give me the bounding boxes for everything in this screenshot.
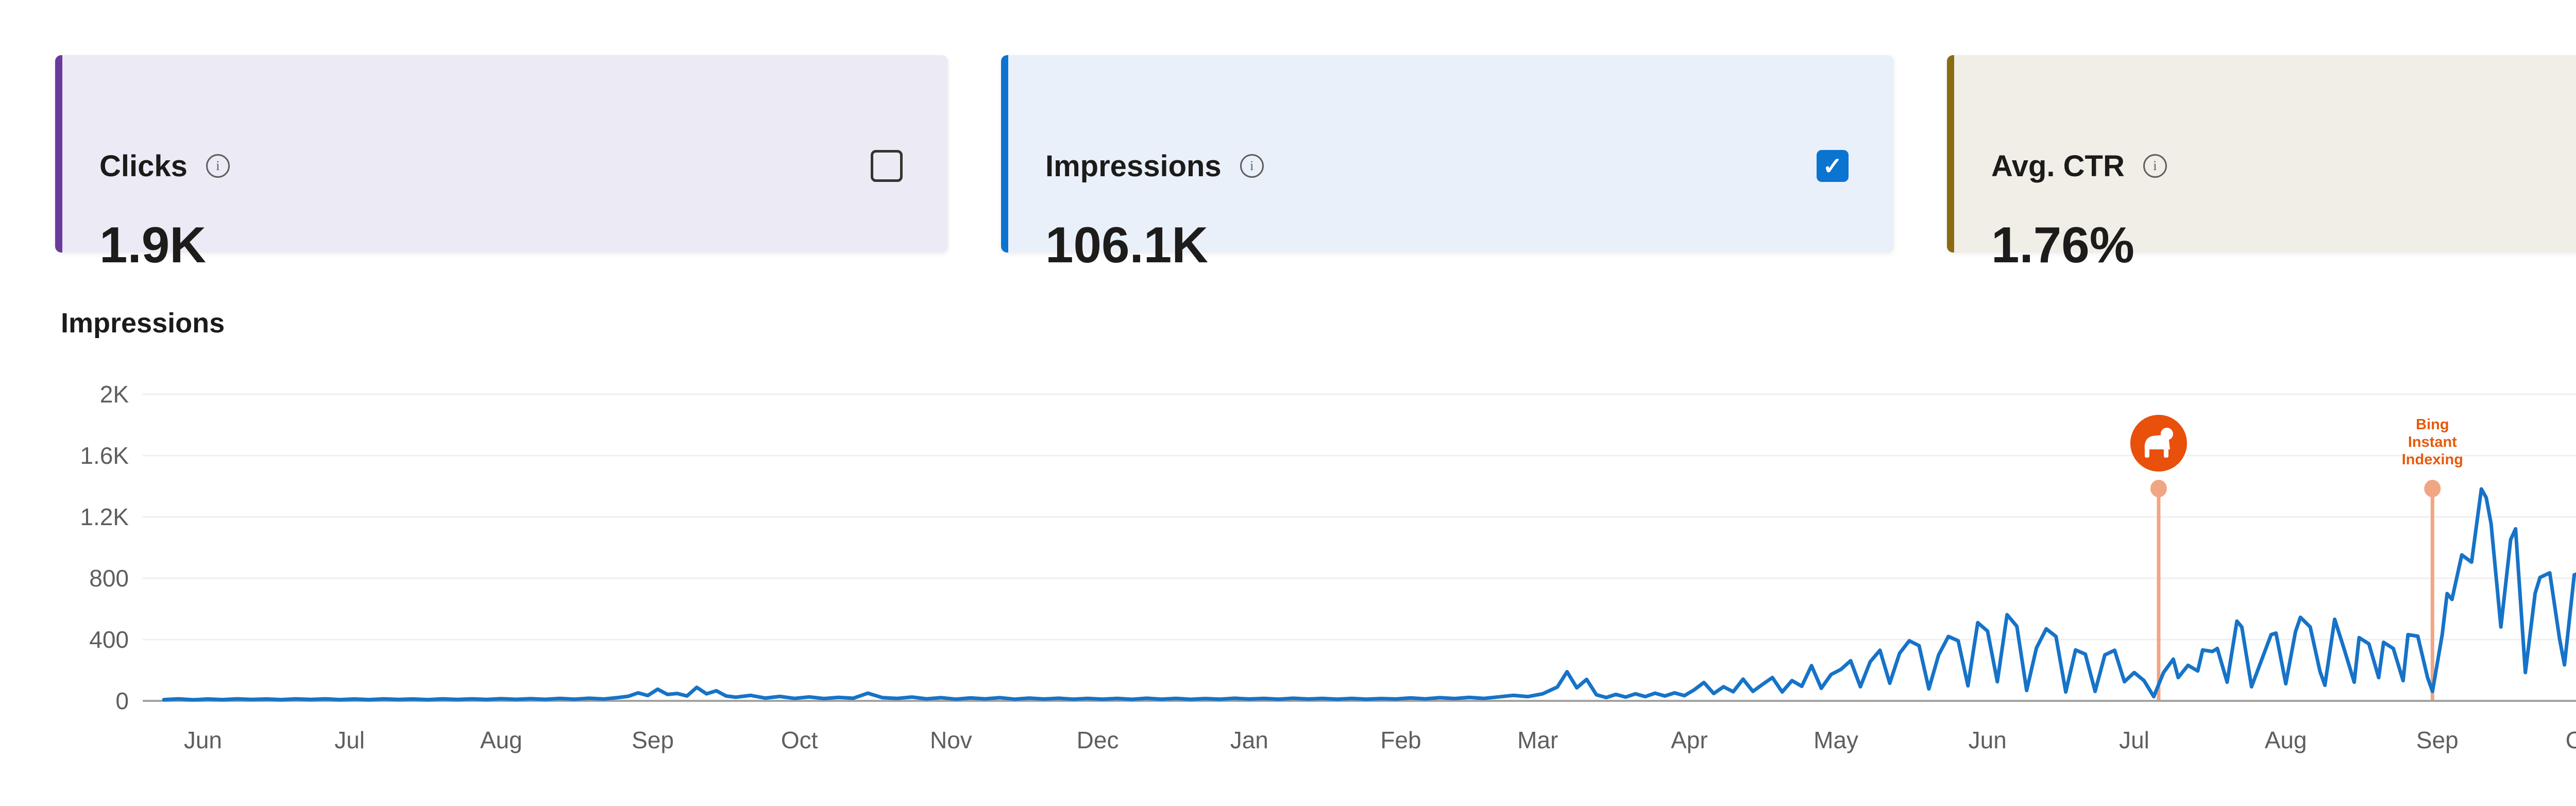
x-tick-label: May — [1814, 727, 1858, 753]
metric-card-clicks[interactable]: Clicks i 1.9K — [55, 55, 948, 273]
annotation-text-label[interactable]: Bing — [2416, 416, 2449, 433]
x-tick-label: Aug — [2265, 727, 2307, 753]
clicks-checkbox[interactable] — [871, 150, 903, 182]
card-value: 1.9K — [99, 216, 207, 273]
card-header-row: Clicks i — [62, 55, 948, 184]
y-tick-label: 0 — [115, 687, 129, 714]
x-tick-label: Feb — [1380, 727, 1421, 753]
baby-crawl-icon — [2163, 448, 2168, 458]
x-tick-label: Jul — [2119, 727, 2149, 753]
info-icon[interactable]: i — [2143, 154, 2167, 178]
x-tick-label: Jan — [1230, 727, 1268, 753]
x-tick-label: Oct — [2566, 727, 2576, 753]
chart-title: Impressions — [61, 308, 225, 339]
x-tick-label: Sep — [2416, 727, 2459, 753]
annotation-pin-head[interactable] — [2424, 480, 2441, 497]
x-tick-label: Apr — [1671, 727, 1708, 753]
annotation-text-label[interactable]: Instant — [2408, 434, 2457, 450]
y-tick-label: 400 — [89, 626, 129, 653]
card-header-row: Avg. CTR i — [1954, 55, 2576, 184]
x-tick-label: Aug — [480, 727, 522, 753]
impressions-checkbox[interactable]: ✓ — [1817, 150, 1849, 182]
baby-crawl-icon — [2144, 448, 2149, 458]
x-tick-label: Sep — [632, 727, 674, 753]
x-tick-label: Mar — [1517, 727, 1558, 753]
impressions-series-line — [162, 487, 2576, 702]
y-tick-label: 1.6K — [80, 442, 129, 469]
y-tick-label: 2K — [100, 381, 129, 408]
metric-card-avg-ctr[interactable]: Avg. CTR i 1.76% — [1947, 55, 2576, 273]
card-header-row: Impressions i ✓ — [1008, 55, 1894, 184]
x-tick-label: Oct — [781, 727, 818, 753]
annotation-pin-head[interactable] — [2150, 480, 2167, 497]
card-value: 1.76% — [1991, 216, 2134, 273]
x-tick-label: Dec — [1077, 727, 1119, 753]
baby-crawl-icon — [2144, 435, 2170, 449]
metric-card-impressions[interactable]: Impressions i ✓ 106.1K — [1001, 55, 1894, 273]
info-icon[interactable]: i — [1240, 154, 1264, 178]
info-icon[interactable]: i — [206, 154, 230, 178]
y-tick-label: 1.2K — [80, 503, 129, 530]
card-label: Impressions — [1045, 149, 1222, 183]
card-value: 106.1K — [1045, 216, 1209, 273]
x-tick-label: Jul — [334, 727, 365, 753]
y-tick-label: 800 — [89, 565, 129, 592]
x-tick-label: Jun — [184, 727, 222, 753]
card-label: Avg. CTR — [1991, 149, 2125, 183]
x-tick-label: Nov — [930, 727, 972, 753]
metric-cards-row: Clicks i 1.9K Impressions i ✓ 106.1K Avg… — [55, 55, 2576, 273]
annotation-text-label[interactable]: Indexing — [2402, 451, 2463, 468]
x-tick-label: Jun — [1969, 727, 2007, 753]
card-label: Clicks — [99, 149, 188, 183]
